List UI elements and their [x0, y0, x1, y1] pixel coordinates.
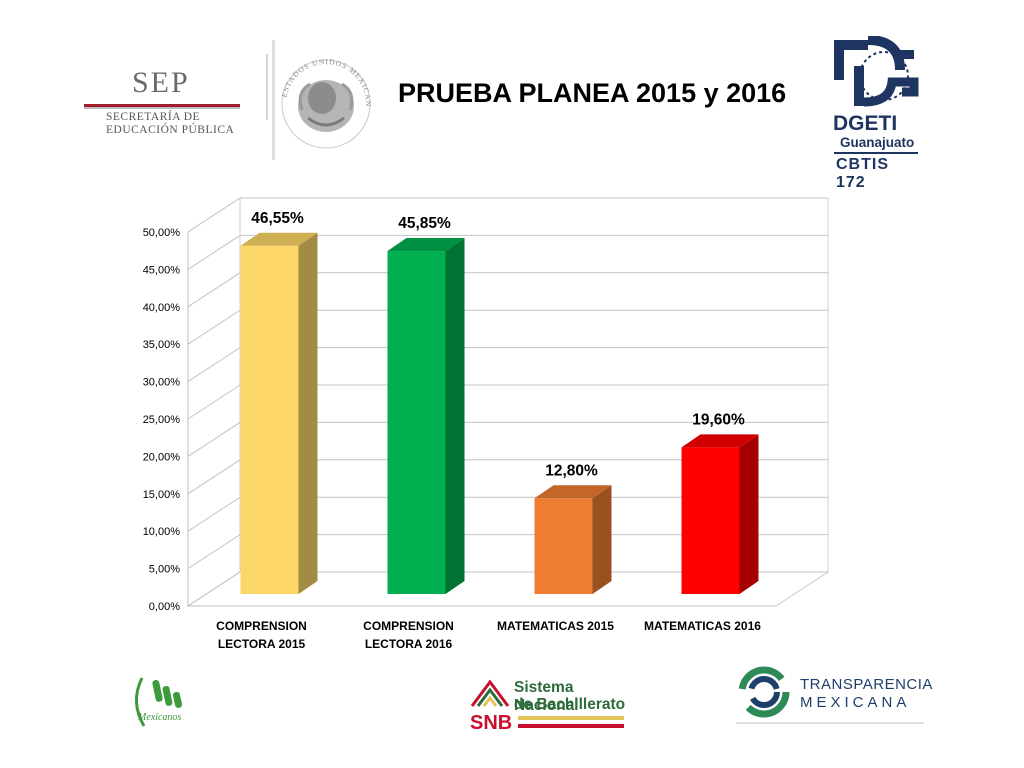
y-tick-label: 25,00% [143, 414, 181, 426]
gridline [187, 534, 828, 570]
bar-front [240, 245, 299, 594]
bar-data-label: 19,60% [692, 411, 745, 428]
dgeti-emblem-icon [834, 35, 919, 107]
snb-logo-line1: Sistema Nacional [514, 679, 579, 714]
gridline [187, 571, 828, 607]
x-category-label: MATEMATICAS 2015 [497, 619, 614, 633]
sep-logo: SEP SECRETARÍA DE EDUCACIÓN PÚBLICA [84, 66, 244, 136]
national-seal-icon: ESTADOS UNIDOS MEXICANOS [272, 40, 372, 160]
sep-logo-line1: SECRETARÍA DE [106, 111, 201, 123]
sep-logo-gray-rule [84, 107, 240, 109]
bar-data-label: 45,85% [398, 215, 451, 232]
x-category-label: COMPRENSION [363, 619, 454, 633]
mexicanos-logo-word: Mexicanos [138, 712, 182, 723]
bar-top [681, 434, 759, 448]
header-divider [266, 54, 268, 120]
gridline [187, 234, 828, 270]
dgeti-logo-word: DGETI [833, 112, 898, 135]
y-tick-label: 20,00% [143, 451, 181, 463]
transparencia-logo-line1: TRANSPARENCIA [800, 676, 933, 693]
y-tick-label: 40,00% [143, 302, 181, 314]
sep-logo-word: SEP [132, 66, 190, 99]
bar-side [298, 232, 318, 594]
snb-logo-yellow-bar [518, 716, 624, 720]
mexicanos-logo: Mexicanos [128, 668, 194, 736]
y-tick-label: 50,00% [143, 227, 181, 239]
transparencia-logo-rule [736, 722, 924, 724]
snb-logo: Sistema Nacional de Bachillerato SNB [470, 676, 630, 734]
bar-side [739, 434, 759, 594]
gridline [187, 309, 828, 345]
bar-front [387, 251, 446, 594]
snb-emblem-icon [470, 679, 510, 707]
x-category-label: MATEMATICAS 2016 [644, 619, 761, 633]
dgeti-logo-region: Guanajuato [840, 135, 915, 150]
bar-top [240, 232, 318, 246]
gridline [187, 421, 828, 457]
transparencia-emblem-icon [738, 666, 790, 718]
sep-logo-line2: EDUCACIÓN PÚBLICA [106, 124, 235, 136]
y-tick-label: 45,00% [143, 264, 181, 276]
bar-data-label: 12,80% [545, 462, 598, 479]
dgeti-logo-school: CBTIS 172 [836, 156, 889, 191]
dgeti-logo-rule [834, 152, 918, 154]
x-category-label: COMPRENSION [216, 619, 307, 633]
page-title: PRUEBA PLANEA 2015 y 2016 [398, 78, 787, 108]
dgeti-logo: DGETI Guanajuato CBTIS 172 [830, 35, 922, 191]
x-category-label: LECTORA 2016 [365, 637, 453, 651]
y-tick-label: 0,00% [149, 601, 180, 613]
bar-data-label: 46,55% [251, 210, 304, 227]
sep-logo-red-rule [84, 104, 240, 107]
snb-logo-line2: de Bachillerato [514, 696, 626, 713]
bar-side [445, 238, 465, 594]
snb-logo-abbr: SNB [470, 712, 513, 734]
gridline [187, 347, 828, 383]
gridline [187, 197, 828, 233]
gridline [187, 459, 828, 495]
y-tick-label: 15,00% [143, 489, 181, 501]
snb-logo-red-bar [518, 724, 624, 728]
bar-front [534, 498, 593, 594]
gridline [187, 272, 828, 308]
bar-front [681, 447, 740, 594]
bar-side [592, 485, 612, 594]
gridline [187, 496, 828, 532]
gridline [187, 384, 828, 420]
mexicanos-emblem-icon [135, 677, 183, 727]
transparencia-logo-line2: MEXICANA [800, 694, 911, 711]
y-tick-label: 5,00% [149, 564, 180, 576]
x-category-label: LECTORA 2015 [218, 637, 306, 651]
y-tick-label: 30,00% [143, 377, 181, 389]
bar-top [534, 485, 612, 499]
bar-top [387, 238, 465, 252]
bar-chart: 0,00% 5,00% 10,00% 15,00% 20,00% 25,00% 30,00%… [143, 197, 830, 651]
y-tick-label: 35,00% [143, 339, 181, 351]
y-tick-label: 10,00% [143, 526, 181, 538]
transparencia-logo: TRANSPARENCIA MEXICANA [736, 664, 932, 726]
